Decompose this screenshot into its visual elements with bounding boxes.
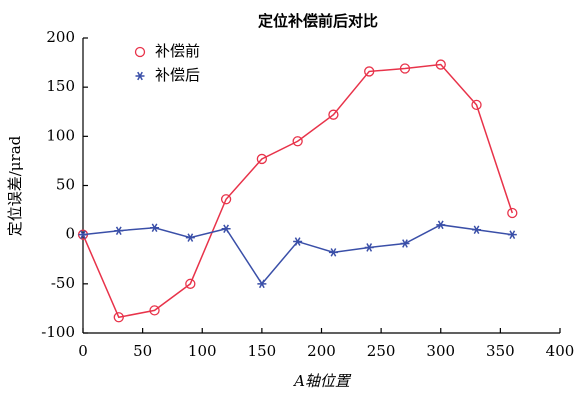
x-tick-label: 250 [367,342,396,360]
x-tick-label: 350 [486,342,515,360]
marker [364,66,375,77]
legend-marker [134,46,146,58]
marker [292,136,303,147]
legend-marker [135,71,145,81]
marker [150,223,160,233]
marker [507,230,517,239]
x-tick-label: 300 [426,342,455,360]
y-tick-label: 0 [65,225,75,243]
x-tick-label: 100 [188,342,217,360]
x-tick-label: 150 [248,342,277,360]
series-line [82,224,513,286]
marker [78,230,88,239]
y-tick-label: 150 [46,77,75,95]
x-tick-label: 50 [133,342,152,360]
marker [293,237,303,246]
marker [471,99,482,111]
legend-label: 补偿前 [155,42,200,60]
marker [507,207,518,219]
marker [149,305,160,316]
marker [220,194,232,205]
marker [185,233,195,242]
y-tick-label: 200 [46,28,75,46]
marker [472,225,482,235]
marker [221,224,231,234]
marker [114,226,124,236]
series-line [82,63,514,319]
x-axis-label: A轴位置 [292,372,352,390]
marker [256,153,268,165]
marker [328,248,338,257]
marker [400,239,410,248]
y-tick-label: 100 [46,126,75,144]
marker [257,279,267,289]
marker [328,109,339,120]
marker [435,59,446,70]
x-tick-label: 0 [78,342,88,360]
legend-label: 补偿后 [155,66,200,84]
y-tick-label: -50 [51,274,75,292]
y-tick-label: -100 [41,323,75,341]
chart-title: 定位补偿前后对比 [258,12,378,30]
marker [436,220,446,230]
marker [113,312,124,323]
y-axis-label: 定位误差/μrad [6,135,24,236]
marker [364,243,374,252]
y-tick-label: 50 [56,176,75,194]
marker [399,63,411,74]
marker [185,278,196,289]
x-tick-label: 200 [307,342,336,360]
x-tick-label: 400 [546,342,575,360]
